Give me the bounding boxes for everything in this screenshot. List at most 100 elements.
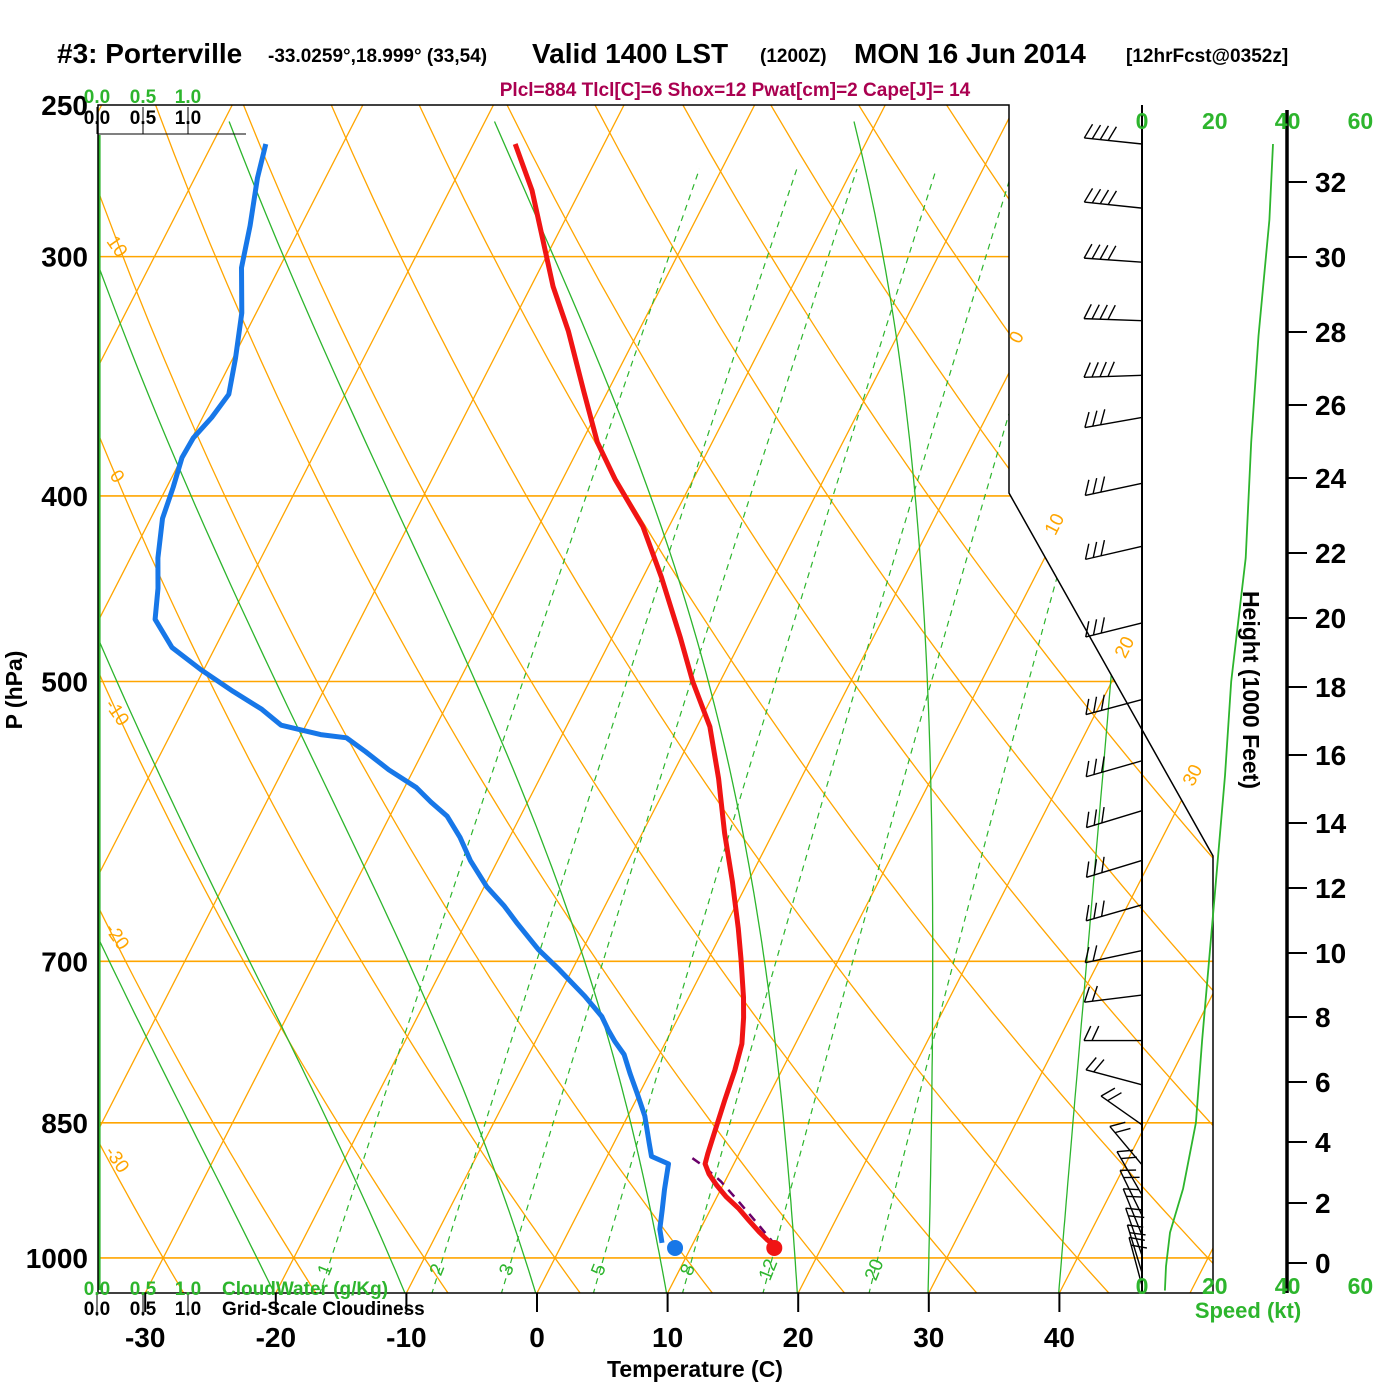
- speed-axis-label: Speed (kt): [1195, 1298, 1301, 1323]
- temperature-tick-label: -10: [386, 1322, 426, 1353]
- cloudwater-scale-top: 1.0: [175, 87, 201, 108]
- moist-adiabat-line: [1057, 121, 1152, 1293]
- wind-barb-staff: [1084, 374, 1143, 379]
- wind-barb-feather: [1093, 902, 1098, 919]
- height-tick-label: 0: [1315, 1248, 1331, 1279]
- wind-barb-feather: [1100, 539, 1106, 556]
- pressure-tick-label: 700: [41, 946, 88, 977]
- speed-scale-label-top: 20: [1202, 108, 1228, 134]
- wind-barb-feather: [1092, 410, 1098, 427]
- cloudwater-scale-bottom: 1.0: [175, 1279, 201, 1300]
- wind-barb-staff: [1085, 622, 1143, 638]
- wind-barb-feather: [1101, 856, 1105, 873]
- wind-barb-feather: [1085, 811, 1090, 828]
- isotherm-line: [928, 105, 1213, 1293]
- background-isolines: [98, 105, 1213, 1293]
- temperature-tick-label: 40: [1044, 1322, 1075, 1353]
- wind-barb-feather: [1084, 946, 1090, 963]
- wind-barb-feather: [1114, 1127, 1131, 1134]
- dry-adiabat-line: [98, 105, 318, 1293]
- plot-frame: [96, 104, 1214, 1316]
- height-tick-label: 10: [1315, 938, 1346, 969]
- wind-barb-feather: [1093, 809, 1098, 826]
- wind-barb-feather: [1091, 1025, 1100, 1041]
- wind-barb-feather: [1099, 189, 1110, 205]
- wind-barb-feather: [1100, 900, 1105, 917]
- wind-barb-feather: [1099, 304, 1108, 320]
- wind-speed-curve: [1164, 143, 1274, 1291]
- cloudwater-scale-top: 0.5: [130, 87, 157, 108]
- wind-barb-staff: [1084, 201, 1143, 209]
- moist-adiabat-line: [98, 121, 276, 1293]
- wind-barb-feather: [1107, 304, 1116, 320]
- wind-barb-feather: [1091, 304, 1100, 320]
- wind-barb-feather: [1083, 362, 1091, 378]
- wind-barb-feather: [1126, 1195, 1143, 1198]
- parcel-path: [687, 1154, 777, 1247]
- mixing-ratio-line: [430, 168, 798, 1293]
- dry-adiabat-line: [242, 105, 979, 1293]
- wind-barb-feather: [1128, 1236, 1145, 1241]
- isotherm-label: 20: [1111, 633, 1139, 661]
- height-tick-label: 2: [1315, 1188, 1331, 1219]
- wind-barb-feather: [1092, 477, 1098, 494]
- wind-barb-feather: [1083, 1025, 1092, 1041]
- wind-barb-feather: [1107, 245, 1117, 261]
- mixing-ratio-line: [592, 168, 937, 1293]
- wind-barb-feather: [1100, 1087, 1116, 1097]
- wind-barb-staff: [1084, 257, 1143, 263]
- wind-barb-feather: [1101, 806, 1105, 824]
- speed-scale-label-top: 60: [1348, 108, 1374, 134]
- height-tick-label: 32: [1315, 167, 1346, 198]
- height-tick-label: 22: [1315, 538, 1346, 569]
- cloudwater-scale-bottom: 0.0: [84, 1279, 110, 1300]
- wind-barb-feather: [1127, 1224, 1144, 1228]
- wind-barb-feather: [1123, 1188, 1140, 1191]
- dry-adiabat-line: [506, 105, 1213, 1293]
- wind-barb-feather: [1129, 1231, 1146, 1236]
- isotherm-label: 30: [1179, 761, 1207, 789]
- valid-date: MON 16 Jun 2014: [854, 38, 1086, 69]
- height-tick-label: 24: [1315, 463, 1347, 494]
- wind-barb-feather: [1092, 541, 1098, 558]
- zulu-time: (1200Z): [760, 46, 827, 67]
- mixing-ratio-line: [500, 168, 858, 1293]
- isotherm-line: [1189, 105, 1213, 1293]
- wind-barb-feather: [1100, 617, 1105, 634]
- wind-barb-feather: [1099, 409, 1106, 425]
- speed-scale-label-bottom: 40: [1275, 1273, 1301, 1299]
- mixing-ratio-line: [762, 168, 1083, 1293]
- wind-barb-feather: [1092, 619, 1098, 636]
- wind-barb-staff: [1084, 994, 1143, 1003]
- temperature-tick-label: 30: [913, 1322, 944, 1353]
- wind-barb-feather: [1083, 986, 1091, 1003]
- profile-curves: [152, 143, 783, 1256]
- wind-barb-feather: [1099, 244, 1109, 260]
- mixing-ratio-label: 20: [861, 1256, 888, 1283]
- surface-temperature-dot: [766, 1239, 783, 1256]
- wind-barb-feather: [1091, 188, 1102, 204]
- mixing-ratio-label: 12: [755, 1256, 782, 1283]
- wind-barb-feather: [1116, 1149, 1134, 1153]
- height-tick-label: 8: [1315, 1002, 1331, 1033]
- height-tick-label: 18: [1315, 672, 1346, 703]
- moist-adiabat-line: [853, 121, 934, 1293]
- wind-barb-feather: [1120, 1156, 1138, 1160]
- wind-barb-feather: [1131, 1244, 1148, 1249]
- wind-barb-staff: [1100, 1095, 1143, 1126]
- wind-barb-feather: [1084, 411, 1090, 428]
- wind-barb-staff: [1084, 416, 1143, 429]
- dry-adiabat-line: [98, 105, 715, 1293]
- wind-barb-staff: [1086, 859, 1143, 879]
- dry-adiabat-line: [594, 105, 1213, 1293]
- wind-barb-feather: [1084, 543, 1090, 560]
- wind-barb-feather: [1093, 1059, 1105, 1073]
- cloudiness-scale-bottom: 0.0: [84, 1299, 110, 1320]
- forecast-tag: [12hrFcst@0352z]: [1126, 46, 1289, 67]
- dry-adiabat-line: [770, 105, 1213, 1293]
- dry-adiabat-line: [98, 105, 582, 1293]
- isotherm-label: 10: [1041, 510, 1069, 538]
- isotherm-line: [98, 105, 495, 1293]
- moist-adiabat-line: [228, 121, 668, 1293]
